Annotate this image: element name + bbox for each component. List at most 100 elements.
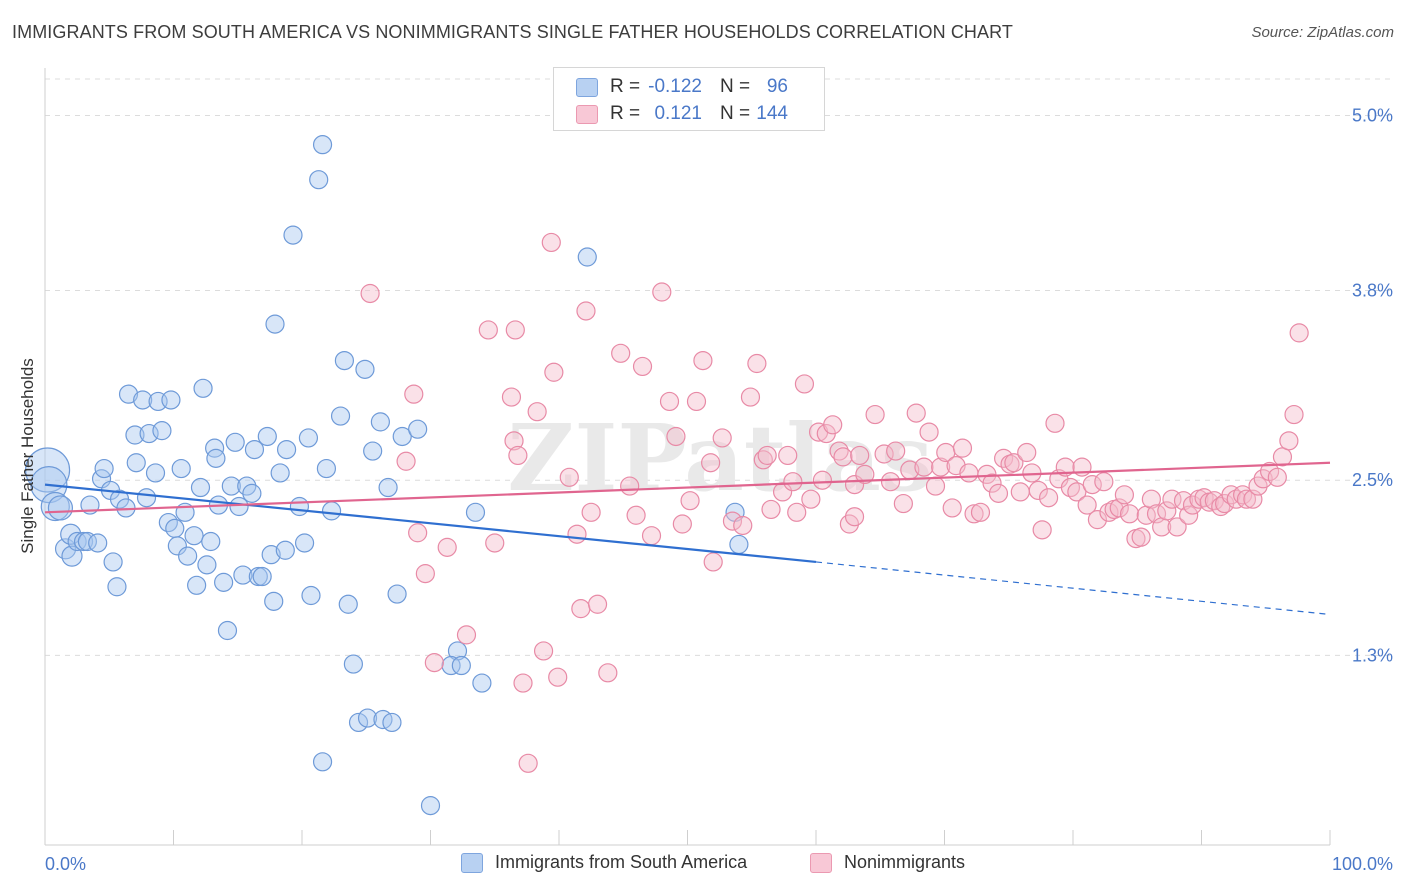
blue-data-point: [190, 477, 211, 498]
pink-data-point: [501, 387, 522, 407]
series-legend-swatch-blue: [461, 852, 483, 873]
blue-data-point: [178, 546, 198, 566]
y-tick-label: 5.0%: [1352, 105, 1393, 125]
pink-data-point: [1077, 495, 1097, 515]
blue-data-point: [125, 425, 145, 445]
chart-title: IMMIGRANTS FROM SOUTH AMERICA VS NONIMMI…: [12, 22, 1013, 42]
pink-data-point: [952, 438, 973, 458]
legend-r-label: R =: [610, 76, 641, 97]
pink-data-point: [1173, 491, 1194, 511]
blue-data-point: [465, 502, 486, 522]
blue-data-point: [472, 673, 492, 693]
pink-data-point: [1010, 482, 1030, 502]
pink-data-point: [812, 470, 833, 490]
blue-data-point: [298, 428, 319, 448]
blue-data-point: [88, 533, 108, 553]
pink-data-point: [874, 444, 894, 464]
blue-data-point: [343, 654, 363, 674]
pink-data-point: [641, 526, 662, 546]
pink-data-point: [626, 505, 646, 525]
blue-data-point: [301, 585, 321, 606]
pink-data-point: [757, 445, 777, 466]
trend-lines: [44, 461, 1331, 616]
pink-data-point: [408, 523, 428, 543]
blue-data-point: [289, 496, 310, 517]
legend-r-value: -0.122: [648, 76, 702, 97]
pink-data-point: [1082, 475, 1102, 495]
blue-data-point: [261, 545, 281, 565]
legend-swatch-blue: [576, 77, 598, 97]
pink-data-point: [581, 502, 601, 522]
blue-data-point: [229, 496, 249, 517]
pink-data-point: [415, 564, 435, 584]
pink-data-point: [733, 515, 753, 536]
source-credit: Source: ZipAtlas.com: [1251, 24, 1394, 41]
pink-data-point: [1157, 501, 1177, 521]
pink-data-point: [1272, 447, 1293, 467]
pink-data-point: [1284, 404, 1304, 425]
pink-data-point: [931, 457, 951, 477]
pink-data-point: [1055, 457, 1075, 477]
y-tick-label: 1.3%: [1352, 645, 1393, 665]
pink-data-point: [787, 502, 807, 522]
blue-data-point: [145, 463, 166, 483]
blue-data-point: [171, 458, 191, 479]
pink-data-point: [740, 387, 761, 407]
blue-data-point: [321, 501, 342, 521]
pink-data-point: [703, 552, 723, 572]
axes: [44, 68, 1331, 846]
pink-data-point: [833, 447, 853, 467]
pink-data-point: [988, 483, 1009, 503]
pink-data-point: [504, 431, 524, 451]
blue-data-point: [193, 378, 213, 398]
pink-data-point: [437, 537, 457, 557]
pink-data-point: [778, 445, 798, 466]
pink-data-point: [533, 641, 554, 661]
blue-data-point: [312, 752, 333, 772]
blue-data-point: [334, 350, 355, 371]
pink-data-point: [880, 472, 901, 492]
blue-data-point: [197, 555, 217, 575]
blue-data-point: [276, 439, 297, 460]
pink-data-point: [485, 533, 505, 553]
pink-data-point: [844, 507, 865, 527]
pink-data-point: [1253, 469, 1273, 489]
blue-data-point: [257, 426, 277, 447]
pink-data-point: [1179, 505, 1199, 525]
blue-trend-extension: [815, 561, 1331, 616]
blue-data-point: [214, 572, 234, 592]
blue-data-point: [265, 314, 285, 334]
pink-data-point: [919, 422, 939, 442]
blue-data-point: [312, 135, 333, 155]
blue-data-point: [363, 441, 383, 461]
blue-data-point: [233, 565, 253, 585]
pink-data-point: [666, 426, 686, 447]
blue-data-point: [201, 531, 221, 552]
pink-data-point: [823, 415, 843, 435]
series-legend-item-blue: Immigrants from South America: [461, 852, 747, 873]
pink-data-point: [850, 445, 870, 466]
pink-data-point: [1032, 520, 1052, 540]
pink-data-point: [1119, 504, 1140, 524]
blue-data-point: [136, 488, 157, 508]
blue-trend-line: [44, 483, 817, 564]
blue-data-point: [382, 712, 402, 733]
pink-data-point: [1167, 517, 1187, 537]
legend-n-label: N =: [720, 103, 751, 124]
blue-data-point: [348, 712, 369, 733]
pink-data-point: [925, 476, 946, 496]
blue-data-point: [387, 584, 407, 604]
pink-data-point: [541, 232, 561, 253]
legend-row-blue: R = -0.122 N = 96: [576, 74, 788, 100]
blue-data-point: [451, 655, 471, 676]
pink-data-point: [513, 673, 533, 693]
blue-data-point: [294, 533, 315, 553]
blue-data-point: [217, 620, 238, 641]
blue-data-point: [118, 384, 139, 404]
blue-data-point: [206, 448, 226, 468]
blue-data-point: [242, 483, 262, 503]
blue-data-point: [355, 359, 375, 379]
pink-data-point: [680, 491, 700, 511]
pink-data-point: [527, 402, 547, 422]
y-axis-label: Single Father Households: [18, 358, 37, 554]
